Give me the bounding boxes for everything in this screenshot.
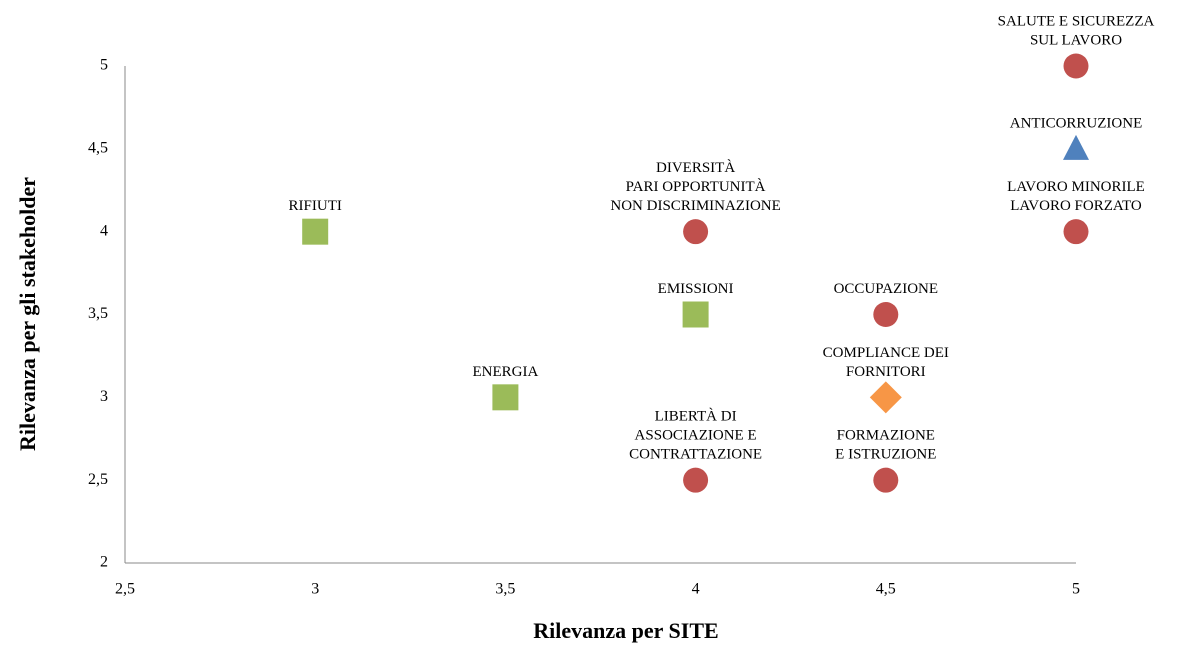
- point: [873, 467, 899, 493]
- point-label: E ISTRUZIONE: [835, 447, 936, 463]
- point-label: EMISSIONI: [658, 281, 734, 297]
- point: [1063, 53, 1089, 79]
- point-label: ANTICORRUZIONE: [1010, 115, 1143, 131]
- point-label: OCCUPAZIONE: [834, 281, 938, 297]
- point-label: COMPLIANCE DEI: [823, 345, 949, 361]
- y-tick-label: 4,5: [88, 140, 108, 157]
- point: [873, 302, 899, 327]
- y-tick-label: 5: [100, 57, 108, 74]
- point-label: NON DISCRIMINAZIONE: [610, 198, 780, 214]
- point: [1063, 134, 1089, 160]
- point: [302, 218, 329, 245]
- y-tick-label: 4: [100, 222, 108, 239]
- y-tick-label: 2,5: [88, 471, 108, 488]
- point-label: ASSOCIAZIONE E: [635, 428, 757, 444]
- y-tick-label: 3,5: [88, 305, 108, 322]
- point-label: SUL LAVORO: [1030, 32, 1122, 48]
- x-tick-label: 3: [311, 581, 319, 598]
- x-tick-label: 5: [1072, 581, 1080, 598]
- point: [683, 219, 709, 245]
- point-label: CONTRATTAZIONE: [629, 447, 762, 463]
- point-label: FORMAZIONE: [837, 428, 935, 444]
- point-label: SALUTE E SICUREZZA: [998, 13, 1155, 29]
- point-label: FORNITORI: [846, 364, 926, 380]
- point: [1063, 219, 1089, 245]
- point-label: RIFIUTI: [289, 198, 342, 214]
- point: [869, 381, 902, 414]
- point-label: ENERGIA: [472, 364, 538, 380]
- point: [682, 301, 709, 328]
- x-axis-title: Rilevanza per SITE: [533, 618, 718, 643]
- point-label: LAVORO MINORILE: [1007, 179, 1145, 195]
- x-tick-label: 3,5: [495, 581, 515, 598]
- point-label: PARI OPPORTUNITÀ: [626, 178, 766, 195]
- x-tick-label: 2,5: [115, 581, 135, 598]
- point: [492, 384, 519, 411]
- point: [683, 467, 709, 493]
- y-tick-label: 2: [100, 554, 108, 571]
- x-tick-label: 4,5: [876, 581, 896, 598]
- y-axis-title: Rilevanza per gli stakeholder: [15, 177, 40, 451]
- y-tick-label: 3: [100, 388, 108, 405]
- point-label: DIVERSITÀ: [656, 159, 735, 176]
- point-label: LIBERTÀ DI: [655, 408, 737, 425]
- x-tick-label: 4: [692, 581, 700, 598]
- point-label: LAVORO FORZATO: [1010, 198, 1142, 214]
